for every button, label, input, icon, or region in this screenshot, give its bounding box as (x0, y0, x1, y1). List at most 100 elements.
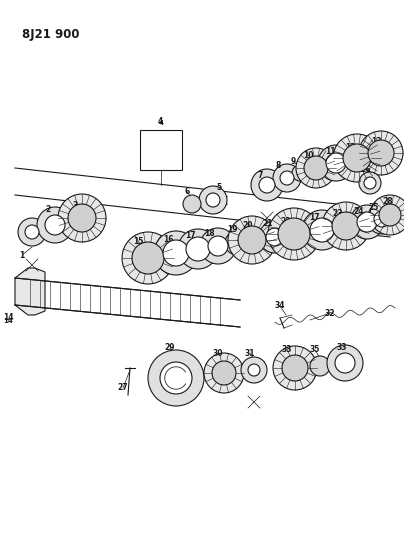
Text: 20: 20 (243, 222, 253, 230)
Circle shape (163, 240, 189, 266)
Circle shape (296, 148, 336, 188)
Text: 14: 14 (3, 313, 13, 322)
Text: 34: 34 (275, 302, 285, 311)
Circle shape (18, 218, 46, 246)
Circle shape (248, 364, 260, 376)
Circle shape (68, 204, 96, 232)
Circle shape (333, 134, 381, 182)
Text: 35: 35 (310, 345, 320, 354)
Text: 8J21 900: 8J21 900 (22, 28, 80, 41)
Circle shape (343, 144, 371, 172)
Text: 33: 33 (337, 343, 347, 352)
Circle shape (364, 177, 376, 189)
Circle shape (374, 211, 390, 227)
Circle shape (280, 171, 294, 185)
Text: 30: 30 (213, 350, 223, 359)
Circle shape (122, 232, 174, 284)
Text: 7: 7 (257, 171, 263, 180)
Circle shape (266, 228, 284, 246)
Circle shape (148, 350, 204, 406)
Text: 6: 6 (184, 188, 189, 197)
Text: 16: 16 (163, 235, 173, 244)
Circle shape (327, 345, 363, 381)
Circle shape (278, 218, 310, 250)
Bar (140, 130, 182, 170)
Text: 14: 14 (3, 318, 13, 324)
Text: 28: 28 (383, 198, 393, 206)
Text: 23: 23 (333, 209, 343, 219)
Circle shape (200, 228, 236, 264)
Circle shape (310, 218, 334, 242)
Circle shape (238, 226, 266, 254)
Circle shape (292, 165, 308, 181)
Circle shape (273, 346, 317, 390)
Circle shape (154, 231, 198, 275)
Text: 13: 13 (371, 138, 381, 147)
Circle shape (302, 210, 342, 250)
Circle shape (322, 202, 370, 250)
Text: 19: 19 (227, 224, 237, 233)
Text: 26: 26 (361, 166, 371, 174)
Circle shape (178, 229, 218, 269)
Text: 31: 31 (245, 349, 255, 358)
Text: 3: 3 (72, 200, 78, 209)
Circle shape (206, 193, 220, 207)
Polygon shape (15, 268, 45, 315)
Text: 17: 17 (185, 231, 195, 240)
Text: 29: 29 (165, 343, 175, 352)
Text: 24: 24 (354, 206, 364, 215)
Circle shape (183, 195, 201, 213)
Circle shape (58, 194, 106, 242)
Text: 10: 10 (303, 151, 313, 160)
Circle shape (359, 131, 403, 175)
Text: 32: 32 (325, 309, 335, 318)
Circle shape (37, 207, 73, 243)
Circle shape (45, 215, 65, 235)
Circle shape (228, 216, 276, 264)
Circle shape (370, 195, 404, 235)
Text: 22: 22 (281, 216, 291, 225)
Circle shape (259, 177, 275, 193)
Text: 4: 4 (158, 117, 163, 126)
Text: 33: 33 (282, 345, 292, 354)
Text: 18: 18 (204, 229, 214, 238)
Circle shape (132, 242, 164, 274)
Circle shape (241, 357, 267, 383)
Text: 2: 2 (45, 206, 50, 214)
Text: 1: 1 (19, 251, 25, 260)
Circle shape (273, 164, 301, 192)
Circle shape (359, 172, 381, 194)
Circle shape (304, 156, 328, 180)
Circle shape (379, 204, 401, 226)
Circle shape (335, 353, 355, 373)
Circle shape (310, 356, 330, 376)
Text: 25: 25 (369, 204, 379, 213)
Circle shape (326, 153, 346, 173)
Text: 8: 8 (275, 161, 281, 171)
Circle shape (199, 186, 227, 214)
Text: 11: 11 (325, 148, 335, 157)
Circle shape (186, 237, 210, 261)
Text: 9: 9 (290, 157, 296, 166)
Circle shape (225, 231, 249, 255)
Text: 17: 17 (309, 214, 319, 222)
Circle shape (332, 212, 360, 240)
Circle shape (160, 362, 192, 394)
Circle shape (367, 204, 397, 234)
Circle shape (282, 355, 308, 381)
Circle shape (212, 361, 236, 385)
Circle shape (357, 212, 377, 232)
Text: 4: 4 (158, 120, 164, 126)
Circle shape (368, 140, 394, 166)
Text: 27: 27 (118, 384, 128, 392)
Circle shape (318, 145, 354, 181)
Circle shape (268, 208, 320, 260)
Text: 15: 15 (133, 238, 143, 246)
Circle shape (25, 225, 39, 239)
Circle shape (208, 236, 228, 256)
Circle shape (350, 205, 384, 239)
Circle shape (251, 169, 283, 201)
Text: 12: 12 (345, 142, 355, 151)
Text: 5: 5 (217, 183, 221, 192)
Circle shape (259, 221, 291, 253)
